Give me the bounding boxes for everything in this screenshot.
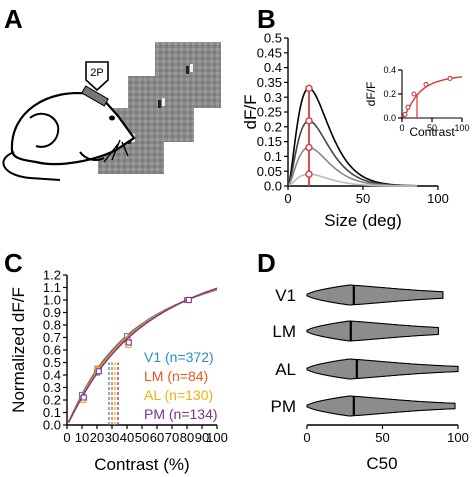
peak-marker — [305, 143, 313, 152]
violin — [306, 358, 459, 380]
inset-point — [423, 81, 429, 87]
x-tick-label: 20 — [90, 430, 104, 445]
x-axis-label: Size (deg) — [324, 211, 401, 230]
y-tick-label: 0.9 — [43, 305, 61, 320]
series-curve — [67, 287, 218, 423]
y-tick-label: 0.0 — [264, 179, 282, 194]
panel-a-illustration: 2P — [2, 42, 221, 181]
series-point — [125, 339, 132, 346]
series-point — [185, 296, 192, 304]
inset-point — [405, 104, 411, 110]
y-tick-label: 0.05 — [257, 164, 282, 179]
mouse-ear — [29, 112, 60, 148]
legend-entry: V1 (n=372) — [144, 349, 214, 365]
x-tick-label: 30 — [105, 430, 119, 445]
inset-x-label: Contrast — [409, 125, 455, 139]
y-tick-label: 0.3 — [264, 90, 282, 105]
y-tick-label: 0.45 — [257, 45, 282, 60]
y-tick-label: 0.0 — [383, 113, 396, 123]
category-label: V1 — [275, 286, 296, 305]
x-tick-label: 100 — [447, 430, 469, 445]
y-tick-label: 0.35 — [257, 75, 282, 90]
x-axis-label: C50 — [366, 454, 397, 473]
series-point — [80, 394, 87, 401]
head-plate — [81, 85, 109, 107]
x-tick-label: 50 — [135, 430, 149, 445]
x-tick-label: 100 — [206, 430, 228, 445]
y-tick-label: 0.0 — [43, 418, 61, 433]
violin — [306, 284, 444, 306]
panel-label-b: B — [257, 4, 276, 34]
y-tick-label: 1.1 — [43, 280, 61, 295]
objective-label: 2P — [90, 67, 103, 79]
y-axis-label: dF/F — [241, 95, 260, 130]
y-tick-label: 0.4 — [43, 368, 61, 383]
x-tick-label: 0 — [284, 191, 291, 206]
panel-label-c: C — [4, 248, 23, 278]
y-tick-label: 0.2 — [383, 89, 396, 99]
y-tick-label: 0.5 — [43, 355, 61, 370]
x-tick-label: 50 — [375, 430, 389, 445]
x-tick-label: 60 — [150, 430, 164, 445]
mouse-eye — [109, 115, 115, 121]
legend-entry: PM (n=134) — [144, 406, 218, 422]
y-tick-label: 0.7 — [43, 330, 61, 345]
y-tick-label: 0.6 — [43, 343, 61, 358]
violin — [306, 395, 456, 417]
objective-icon — [85, 61, 109, 92]
x-tick-label: 50 — [356, 191, 370, 206]
category-label: PM — [271, 397, 297, 416]
x-tick-label: 10 — [75, 430, 89, 445]
inset-fit-curve — [402, 76, 462, 119]
y-tick-label: 0.4 — [383, 65, 396, 75]
y-tick-label: 1.0 — [43, 293, 61, 308]
y-tick-label: 1.2 — [43, 268, 61, 283]
y-tick-label: 0.4 — [264, 60, 282, 75]
legend-entry: LM (n=84) — [144, 368, 208, 384]
violin — [306, 320, 439, 342]
category-label: AL — [275, 360, 296, 379]
x-axis-label: Contrast (%) — [94, 455, 189, 474]
peak-marker — [305, 84, 313, 93]
panel-b-chart: 0 50 1000.00.050.10.150.20.250.30.350.40.4… — [241, 31, 449, 230]
inset-point — [411, 91, 417, 97]
y-tick-label: 0.5 — [264, 31, 282, 46]
y-axis-label: Normalized dF/F — [9, 287, 28, 413]
series-point — [95, 368, 102, 375]
panel-label-d: D — [257, 248, 276, 278]
mouse-tail — [2, 151, 61, 181]
inset-point — [402, 111, 408, 117]
y-tick-label: 0.8 — [43, 318, 61, 333]
panel-d-chart: 0 50 100 C50 V1 LM AL PM — [271, 284, 469, 473]
y-tick-label: 0.15 — [257, 134, 282, 149]
x-tick-label: 100 — [427, 191, 449, 206]
category-label: LM — [272, 322, 296, 341]
y-tick-label: 0.1 — [264, 149, 282, 164]
peak-marker — [305, 117, 313, 125]
x-tick-label: 50 — [427, 123, 437, 133]
x-tick-label: 100 — [454, 123, 469, 133]
panel-label-a: A — [4, 4, 23, 34]
peak-marker — [305, 170, 313, 178]
panel-b-inset: 0 50 100 0.0 0.2 0.4 Contrast dF/F — [364, 65, 470, 139]
x-tick-label: 40 — [120, 430, 134, 445]
y-tick-label: 0.2 — [264, 119, 282, 134]
x-tick-label: 90 — [195, 430, 209, 445]
x-tick-label: 0 — [303, 430, 310, 445]
x-tick-label: 80 — [180, 430, 194, 445]
legend-entry: AL (n=130) — [144, 387, 213, 403]
y-tick-label: 0.1 — [43, 405, 61, 420]
inset-point — [447, 75, 453, 81]
x-tick-label: 70 — [165, 430, 179, 445]
x-tick-label: 0 — [399, 123, 404, 133]
y-tick-label: 0.25 — [257, 105, 282, 120]
y-tick-label: 0.2 — [43, 393, 61, 408]
y-tick-label: 0.3 — [43, 380, 61, 395]
x-tick-label: 0 — [63, 430, 70, 445]
inset-y-label: dF/F — [364, 82, 378, 107]
